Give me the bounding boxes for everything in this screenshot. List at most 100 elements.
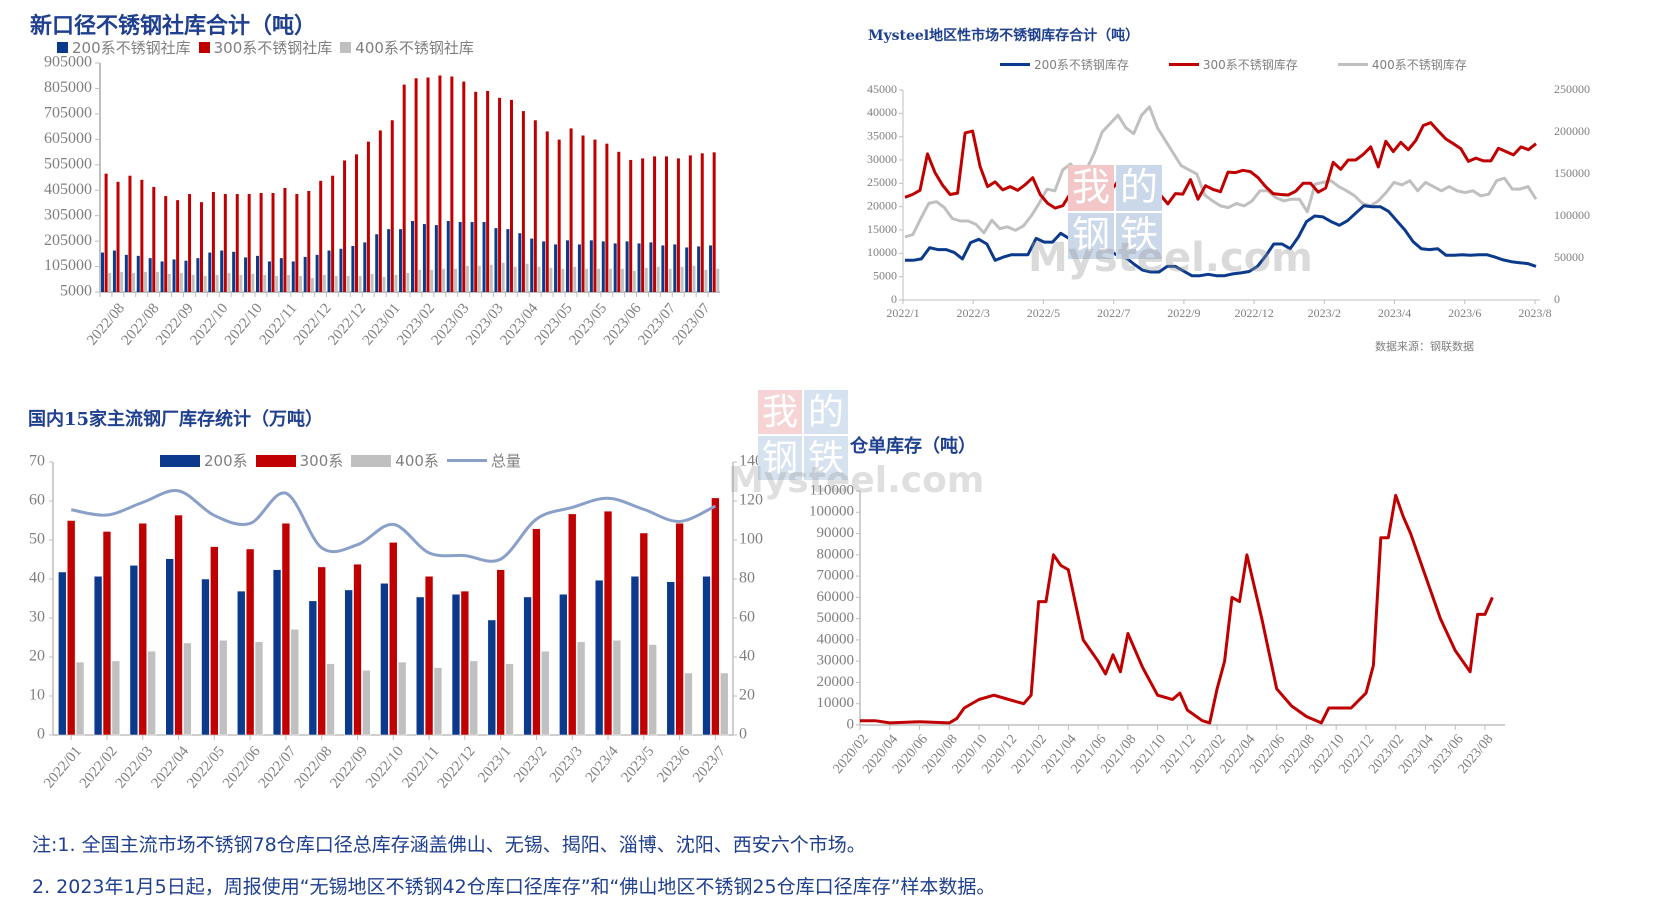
svg-text:15000: 15000 [867, 222, 897, 236]
svg-text:2023/8: 2023/8 [1518, 306, 1551, 320]
chart3-plot: 0 10 20 30 40 50 60 70 0 20 40 60 80 100 120 140 2022/01… [29, 453, 763, 792]
legend-line-200 [1000, 63, 1030, 66]
svg-text:100000: 100000 [1554, 208, 1590, 222]
svg-text:2023/2: 2023/2 [511, 743, 550, 785]
svg-text:20: 20 [739, 687, 755, 704]
svg-text:2023/6: 2023/6 [1448, 306, 1481, 320]
svg-text:40: 40 [739, 648, 755, 665]
svg-text:30: 30 [29, 609, 45, 626]
svg-text:5000: 5000 [873, 268, 897, 282]
legend-item-200: 200系不锈钢库存 [1000, 56, 1129, 73]
svg-text:20: 20 [29, 648, 45, 665]
legend-item-400: 400系不锈钢社库 [340, 37, 474, 58]
svg-text:105000: 105000 [44, 257, 92, 274]
svg-text:2022/03: 2022/03 [113, 743, 157, 791]
svg-text:805000: 805000 [44, 79, 92, 96]
svg-text:45000: 45000 [867, 82, 897, 96]
chart1-title: 新口径不锈钢社库合计（吨） [30, 13, 317, 39]
svg-text:20000: 20000 [817, 674, 855, 690]
chart4-plot: 0 10000 20000 30000 40000 50000 60000 70000 8000… [809, 482, 1505, 777]
svg-text:605000: 605000 [44, 130, 92, 147]
chart-warrant-inventory: 仓单库存（吨） 0 10000 20000 30000 40000 50000 60000 7… [780, 390, 1657, 810]
svg-text:70000: 70000 [817, 568, 855, 584]
svg-text:50: 50 [29, 531, 45, 548]
chart2-legend: 200系不锈钢库存 300系不锈钢库存 400系不锈钢库存 [1000, 56, 1467, 73]
chart2-source: 数据来源：钢联数据 [1375, 340, 1474, 353]
svg-text:2022/10: 2022/10 [222, 300, 266, 348]
svg-text:140: 140 [739, 453, 763, 470]
svg-text:200000: 200000 [1554, 124, 1590, 138]
svg-text:2023/3: 2023/3 [547, 743, 586, 785]
legend-swatch-400 [340, 42, 352, 53]
svg-text:2023/6: 2023/6 [654, 743, 693, 786]
legend-swatch-400 [351, 454, 392, 467]
svg-text:90000: 90000 [817, 525, 855, 541]
svg-text:70: 70 [29, 453, 45, 470]
svg-text:2022/9: 2022/9 [1167, 306, 1200, 320]
legend-item-400: 400系 [351, 450, 439, 471]
svg-text:705000: 705000 [44, 105, 92, 122]
svg-text:10: 10 [29, 687, 45, 704]
legend-item-300: 300系不锈钢社库 [198, 37, 332, 58]
svg-text:150000: 150000 [1554, 166, 1590, 180]
legend-swatch-300 [255, 454, 296, 467]
svg-text:2022/7: 2022/7 [1097, 306, 1130, 320]
chart3-title: 国内15家主流钢厂库存统计（万吨） [28, 409, 324, 430]
svg-text:2023/7: 2023/7 [690, 743, 729, 786]
svg-text:2022/01: 2022/01 [41, 743, 85, 791]
chart2-title: Mysteel地区性市场不锈钢库存合计（吨） [868, 28, 1140, 44]
svg-text:0: 0 [891, 292, 897, 306]
svg-text:2023/07: 2023/07 [670, 300, 714, 348]
svg-text:120: 120 [739, 492, 763, 509]
svg-text:2022/12: 2022/12 [435, 743, 479, 791]
legend-item-200: 200系不锈钢社库 [57, 37, 191, 58]
legend-swatch-200 [160, 454, 200, 467]
svg-text:2022/12: 2022/12 [1234, 306, 1273, 320]
svg-text:305000: 305000 [44, 206, 92, 223]
chart2-plot: 0 5000 10000 15000 20000 25000 30000 35000 40000… [867, 82, 1590, 320]
svg-text:0: 0 [739, 726, 747, 743]
svg-text:80: 80 [739, 570, 755, 587]
svg-text:2023/2: 2023/2 [1308, 306, 1341, 320]
legend-line-400 [1337, 63, 1368, 66]
svg-text:40000: 40000 [817, 631, 855, 647]
chart-mill-inventory: 国内15家主流钢厂库存统计（万吨） 200系 300系 400系 总量 0 10 2… [0, 390, 780, 810]
svg-text:405000: 405000 [44, 181, 92, 198]
svg-text:2022/02: 2022/02 [77, 743, 121, 791]
svg-text:2022/1: 2022/1 [886, 306, 919, 320]
svg-text:50000: 50000 [817, 610, 855, 626]
svg-text:2022/3: 2022/3 [957, 306, 990, 320]
chart-social-inventory: 新口径不锈钢社库合计（吨） 200系不锈钢社库 300系不锈钢社库 400系不锈… [0, 0, 740, 380]
svg-text:60: 60 [29, 492, 45, 509]
svg-text:2023/5: 2023/5 [618, 743, 657, 785]
chart1-plot: 5000 105000 205000 305000 405000 505000 605000… [44, 54, 720, 348]
svg-text:35000: 35000 [867, 128, 897, 142]
svg-text:2022/09: 2022/09 [327, 743, 371, 791]
svg-text:10000: 10000 [817, 695, 855, 711]
svg-text:2022/5: 2022/5 [1027, 306, 1060, 320]
svg-text:2023/4: 2023/4 [583, 743, 622, 786]
svg-text:60: 60 [739, 609, 755, 626]
svg-text:60000: 60000 [817, 589, 855, 605]
legend-item-400: 400系不锈钢库存 [1337, 56, 1467, 73]
footnote-1: 注:1. 全国主流市场不锈钢78仓库口径总库存涵盖佛山、无锡、揭阳、淄博、沈阳、… [32, 834, 866, 856]
svg-text:2022/05: 2022/05 [184, 743, 228, 791]
svg-text:905000: 905000 [44, 54, 92, 71]
svg-text:0: 0 [1554, 292, 1560, 306]
svg-text:2022/04: 2022/04 [148, 743, 192, 791]
svg-text:50000: 50000 [1554, 250, 1584, 264]
svg-text:2022/07: 2022/07 [256, 743, 300, 791]
svg-text:10000: 10000 [867, 245, 897, 259]
legend-item-200: 200系 [160, 450, 248, 471]
svg-text:2022/10: 2022/10 [363, 743, 407, 791]
svg-text:0: 0 [847, 716, 855, 732]
chart3-legend: 200系 300系 400系 总量 [160, 450, 521, 471]
svg-text:205000: 205000 [44, 232, 92, 249]
legend-line-total [446, 459, 487, 462]
svg-text:2022/11: 2022/11 [399, 743, 443, 791]
legend-line-300 [1168, 63, 1199, 66]
svg-text:110000: 110000 [810, 482, 854, 498]
svg-text:80000: 80000 [817, 546, 855, 562]
svg-text:40000: 40000 [867, 105, 897, 119]
chart1-legend: 200系不锈钢社库 300系不锈钢社库 400系不锈钢社库 [57, 37, 474, 58]
